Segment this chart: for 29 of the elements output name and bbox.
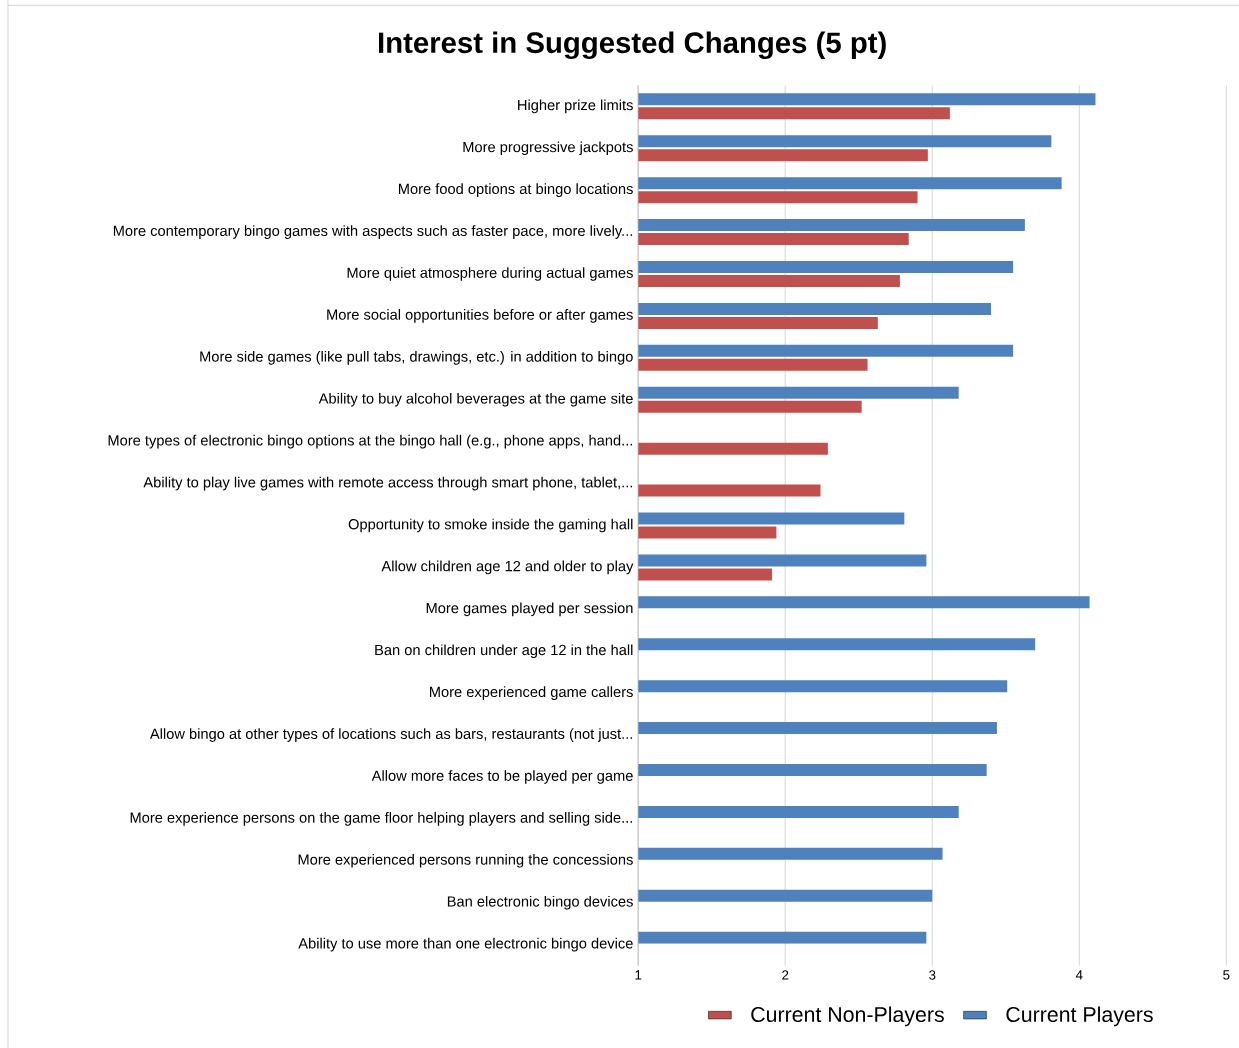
y-tick-label: Allow bingo at other types of locations such as bars, restaurants (not just... (149, 728, 633, 742)
y-tick-label: Opportunity to smoke inside the gaming hall (348, 518, 633, 533)
y-tick-label: More experienced game callers (430, 686, 633, 700)
y-tick-label: Ability to use more than one electronic bingo device (298, 937, 633, 952)
y-tick-label: Higher prize limits (518, 99, 633, 114)
chart-title: Interest in Suggested Changes (5 pt) (379, 31, 886, 59)
legend-label: Current Players (1006, 1006, 1153, 1027)
y-tick-label: More types of electronic bingo options at the bingo hall (e.g., phone apps, hand... (108, 434, 633, 449)
y-tick-label: More side games (like pull tabs, drawings, etc.) in addition to bingo (200, 350, 633, 365)
y-tick-label: Ban electronic bingo devices (447, 895, 633, 910)
y-tick-label: Ban on children under age 12 in the hall (375, 644, 633, 658)
y-tick-label: More contemporary bingo games with aspects such as faster pace, more lively... (113, 225, 633, 239)
x-tick-label: 3 (929, 970, 936, 980)
x-tick-label: 2 (782, 970, 789, 980)
y-tick-label: More quiet atmosphere during actual games (347, 267, 633, 281)
y-tick-label: Allow children age 12 and older to play (381, 560, 634, 575)
y-tick-label: Allow more faces to be played per game (371, 770, 633, 784)
y-tick-label: More games played per session (426, 602, 633, 616)
y-tick-label: Ability to buy alcohol beverages at the game site (318, 392, 633, 407)
legend-label: Current Non-Players (751, 1006, 944, 1027)
x-tick-label: 5 (1223, 970, 1230, 980)
y-tick-label: More progressive jackpots (463, 141, 633, 155)
y-tick-label: More social opportunities before or after games (327, 308, 633, 323)
x-tick-label: 1 (635, 970, 642, 980)
y-tick-label: More food options at bingo locations (398, 183, 633, 197)
y-tick-label: Ability to play live games with remote access through smart phone, tablet,... (143, 476, 633, 491)
y-tick-label: More experience persons on the game floor helping players and selling side... (130, 811, 633, 826)
y-tick-label: More experienced persons running the concessions (298, 853, 633, 868)
x-tick-label: 4 (1075, 970, 1083, 980)
